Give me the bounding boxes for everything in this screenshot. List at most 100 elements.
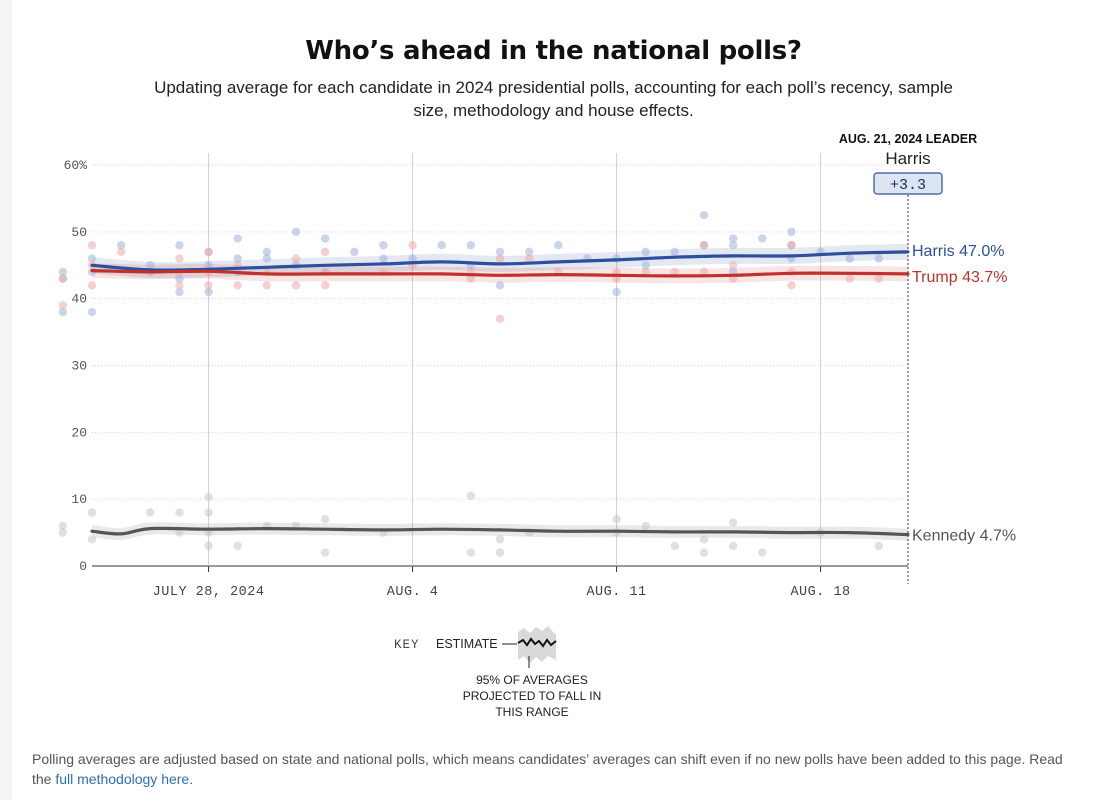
harris-poll-point — [262, 254, 272, 263]
leader-box: AUG. 21, 2024 LEADER Harris +3.3 — [839, 132, 977, 195]
trump-poll-point — [670, 267, 680, 277]
trump-poll-point — [233, 281, 242, 290]
trump-poll-point — [320, 281, 330, 290]
harris-poll-point — [175, 287, 184, 297]
leader-margin-badge — [873, 172, 943, 195]
kennedy-poll-point — [699, 548, 709, 557]
kennedy-poll-point — [204, 508, 213, 517]
y-tick-label: 40 — [71, 292, 87, 307]
y-tick-label: 20 — [71, 425, 87, 440]
leader-heading: AUG. 21, 2024 LEADER — [839, 132, 977, 146]
leader-margin: +3.3 — [890, 177, 926, 194]
kennedy-poll-point — [204, 541, 213, 551]
harris-poll-point — [320, 234, 330, 243]
kennedy-poll-point — [495, 535, 505, 544]
kennedy-end-label: Kennedy 4.7% — [912, 528, 1016, 545]
trump-poll-point — [58, 274, 68, 283]
trump-poll-point — [175, 254, 184, 263]
trump-end-label: Trump 43.7% — [912, 269, 1007, 286]
kennedy-poll-point — [728, 518, 738, 527]
footnote: Polling averages are adjusted based on s… — [32, 749, 1082, 789]
harris-poll-point — [204, 261, 213, 270]
key-range-note-line1: 95% OF AVERAGES — [476, 673, 588, 687]
kennedy-poll-point — [175, 508, 184, 517]
harris-average-line — [90, 250, 910, 272]
trump-poll-point — [291, 254, 301, 263]
trump-poll-point — [204, 281, 213, 290]
key-range-note-line3: THIS RANGE — [495, 705, 568, 719]
kennedy-poll-point — [146, 508, 155, 517]
trump-poll-point — [787, 241, 796, 250]
harris-poll-point — [495, 247, 505, 257]
trump-poll-point — [699, 241, 709, 250]
harris-poll-point — [233, 234, 242, 243]
leader-name: Harris — [885, 149, 930, 168]
kennedy-poll-point — [58, 528, 68, 537]
trump-poll-point — [408, 241, 417, 250]
harris-poll-point — [641, 261, 650, 270]
kennedy-poll-point — [87, 535, 97, 544]
harris-poll-point — [58, 267, 68, 277]
y-tick-label: 0 — [79, 559, 87, 574]
trump-poll-point — [495, 254, 505, 263]
key-estimate-sample — [517, 637, 557, 648]
trump-poll-point — [699, 267, 709, 277]
key-label: KEY — [394, 638, 420, 652]
kennedy-poll-point — [466, 548, 476, 557]
label-layer: 0 10 20 30 40 50 60% JULY 28, 2024 AUG. 4 AUG. 11… — [64, 158, 1016, 600]
y-tick-label: 30 — [71, 359, 87, 374]
trump-poll-point — [262, 281, 272, 290]
kennedy-poll-point — [320, 548, 330, 557]
kennedy-poll-point — [874, 541, 884, 551]
harris-poll-point — [350, 247, 359, 257]
harris-poll-point — [874, 254, 884, 263]
trump-poll-point — [87, 281, 97, 290]
key-estimate-label: ESTIMATE — [436, 637, 498, 651]
trump-average-line — [90, 269, 910, 278]
methodology-link[interactable]: full methodology here — [55, 771, 190, 787]
harris-poll-point — [262, 247, 272, 257]
kennedy-average-line — [90, 526, 910, 537]
trump-poll-point — [495, 314, 505, 323]
harris-poll-point — [554, 241, 563, 250]
harris-end-label: Harris 47.0% — [912, 243, 1004, 260]
chart-svg: 0 10 20 30 40 50 60% JULY 28, 2024 AUG. 4 AUG. 11… — [58, 132, 1016, 719]
trump-poll-point — [320, 247, 330, 257]
y-tick-label: 10 — [71, 492, 87, 507]
kennedy-poll-point — [670, 541, 680, 551]
trump-poll-point — [87, 241, 97, 250]
kennedy-poll-point — [641, 521, 650, 531]
grid-layer — [92, 153, 909, 584]
kennedy-poll-point — [175, 528, 184, 537]
chart-subtitle: Updating average for each candidate in 2… — [154, 78, 953, 120]
harris-poll-point — [641, 247, 650, 257]
harris-poll-point — [787, 227, 796, 237]
kennedy-poll-point — [87, 508, 97, 517]
trump-poll-point — [874, 274, 884, 283]
harris-poll-point — [175, 274, 184, 283]
harris-poll-point — [379, 241, 388, 250]
harris-poll-point — [758, 234, 767, 243]
trump-poll-point — [728, 261, 738, 270]
trump-poll-point — [845, 274, 854, 283]
chart-title: Who’s ahead in the national polls? — [305, 36, 802, 66]
footnote-tail: . — [189, 771, 194, 787]
harris-poll-point — [87, 307, 97, 317]
kennedy-poll-point — [495, 548, 505, 557]
trump-poll-point — [204, 247, 213, 257]
kennedy-poll-point — [758, 548, 767, 557]
harris-poll-point — [379, 254, 388, 263]
x-tick-label: AUG. 18 — [790, 585, 850, 600]
harris-poll-point — [466, 241, 476, 250]
key-range-note-line2: PROJECTED TO FALL IN — [463, 689, 601, 703]
kennedy-poll-point — [466, 491, 476, 501]
x-tick-label: AUG. 11 — [586, 585, 646, 600]
harris-poll-point — [728, 234, 738, 243]
harris-poll-point — [87, 254, 97, 263]
harris-poll-point — [204, 287, 213, 297]
x-tick-label: JULY 28, 2024 — [153, 585, 265, 600]
trump-poll-point — [116, 247, 126, 257]
trump-poll-point — [175, 281, 184, 290]
harris-poll-point — [175, 241, 184, 250]
trump-poll-point — [291, 281, 301, 290]
